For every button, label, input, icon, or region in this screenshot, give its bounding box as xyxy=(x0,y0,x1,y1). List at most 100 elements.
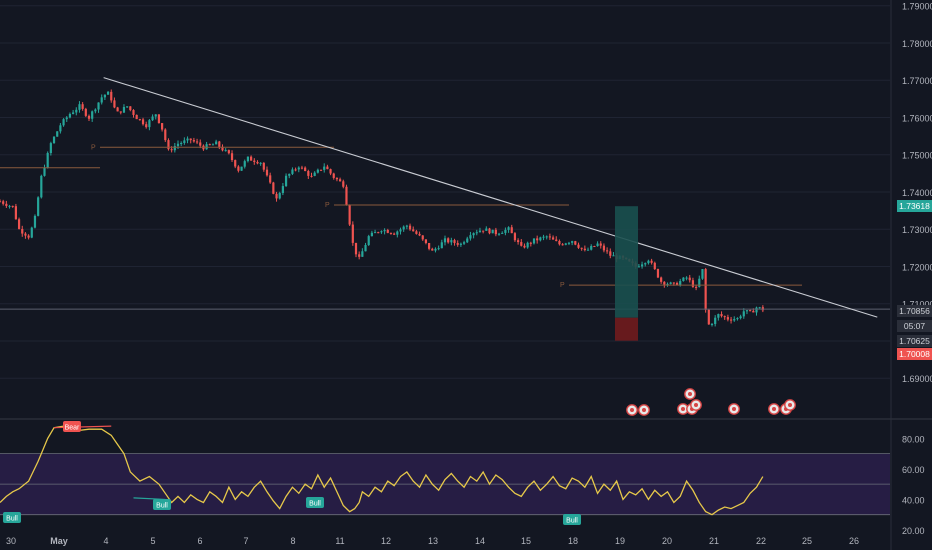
candle-body xyxy=(56,131,59,137)
candle-body xyxy=(145,124,148,128)
x-tick-label: 13 xyxy=(428,536,438,546)
candle-body xyxy=(539,237,542,241)
candle-body xyxy=(310,175,313,177)
x-tick-label: 20 xyxy=(662,536,672,546)
candle-body xyxy=(110,91,113,101)
candle-body xyxy=(586,249,590,251)
candle-body xyxy=(666,283,669,285)
candle-body xyxy=(497,233,501,235)
candle-body xyxy=(669,282,672,284)
candle-body xyxy=(510,227,513,234)
candle-body xyxy=(11,205,14,207)
x-tick-label: May xyxy=(50,536,68,546)
candle-body xyxy=(513,233,517,241)
candle-body xyxy=(695,286,698,288)
candle-body xyxy=(304,167,307,172)
candle-body xyxy=(278,192,281,199)
candle-body xyxy=(507,227,510,230)
event-icon-dot xyxy=(681,407,685,411)
candle-body xyxy=(459,243,462,245)
price-tag-box xyxy=(897,335,932,347)
candle-body xyxy=(663,281,666,285)
candle-body xyxy=(650,260,653,263)
candle-body xyxy=(46,153,49,168)
signal-label-text: Bull xyxy=(156,503,168,510)
candle-body xyxy=(389,232,393,234)
position-loss-zone[interactable] xyxy=(615,317,638,341)
candle-body xyxy=(567,242,571,244)
candle-body xyxy=(714,317,717,324)
candle-body xyxy=(49,143,52,154)
signal-label: Bull xyxy=(563,514,581,525)
candle-body xyxy=(571,241,574,243)
candle-body xyxy=(529,242,532,244)
candle-body xyxy=(698,278,701,287)
candle-body xyxy=(37,197,40,216)
candle-body xyxy=(399,229,402,232)
candle-body xyxy=(151,116,154,121)
rsi-tick-label: 20.00 xyxy=(902,526,925,536)
price-tag-text: 1.73618 xyxy=(899,201,930,211)
candle-body xyxy=(208,144,211,146)
candle-body xyxy=(227,150,230,154)
event-icon[interactable] xyxy=(728,403,740,415)
event-icon[interactable] xyxy=(768,403,780,415)
candle-body xyxy=(157,114,161,124)
event-icon[interactable] xyxy=(690,399,702,411)
trendline[interactable] xyxy=(103,77,878,318)
candle-body xyxy=(739,316,742,319)
candle-body xyxy=(8,205,11,207)
candle-body xyxy=(551,237,555,240)
candle-body xyxy=(532,238,536,244)
candle-body xyxy=(485,228,488,231)
candle-body xyxy=(221,146,224,151)
candle-body xyxy=(81,104,84,109)
x-tick-label: 6 xyxy=(197,536,202,546)
candle-body xyxy=(170,149,173,151)
position-profit-zone[interactable] xyxy=(615,206,638,318)
x-tick-label: 14 xyxy=(475,536,485,546)
candle-body xyxy=(234,160,237,167)
candle-body xyxy=(21,228,24,234)
candle-body xyxy=(675,282,679,286)
candle-body xyxy=(329,169,332,174)
candle-body xyxy=(173,146,176,151)
candle-body xyxy=(259,162,262,164)
x-tick-label: 11 xyxy=(335,536,344,546)
rsi-tick-label: 40.00 xyxy=(902,495,925,505)
event-icon[interactable] xyxy=(684,388,696,400)
candle-body xyxy=(720,314,723,317)
signal-label-text: Bull xyxy=(6,516,18,523)
candle-body xyxy=(5,203,8,206)
price-tag-box xyxy=(897,348,932,360)
candle-body xyxy=(215,141,218,145)
candle-body xyxy=(291,169,294,174)
candle-body xyxy=(682,277,685,282)
candle-body xyxy=(443,238,447,243)
event-icon[interactable] xyxy=(638,404,650,416)
event-icon[interactable] xyxy=(784,399,796,411)
signal-label: Bull xyxy=(153,499,171,510)
price-tag-text: 05:07 xyxy=(904,321,926,331)
candle-body xyxy=(24,233,27,236)
candle-body xyxy=(370,232,373,237)
candle-body xyxy=(335,177,339,180)
event-icon[interactable] xyxy=(626,404,638,416)
candle-body xyxy=(593,246,596,248)
candle-body xyxy=(456,243,459,245)
price-tag: 1.70008 xyxy=(897,348,932,360)
candle-body xyxy=(100,97,103,103)
x-tick-label: 7 xyxy=(243,536,248,546)
candle-body xyxy=(211,144,215,146)
candle-body xyxy=(640,264,644,267)
candle-body xyxy=(606,250,609,252)
event-icon-dot xyxy=(630,408,634,412)
candle-body xyxy=(342,181,345,187)
candle-body xyxy=(323,166,326,170)
signal-label-text: Bear xyxy=(65,425,80,432)
x-tick-label: 5 xyxy=(150,536,155,546)
candle-body xyxy=(364,244,367,252)
x-tick-label: 18 xyxy=(568,536,578,546)
candle-body xyxy=(596,243,599,247)
